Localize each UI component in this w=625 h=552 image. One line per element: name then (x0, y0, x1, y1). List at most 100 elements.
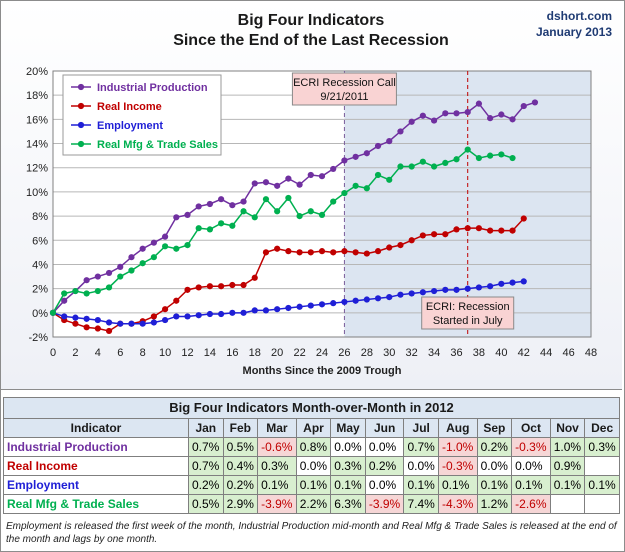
row-label: Real Income (3, 456, 189, 476)
data-point-real-mfg-trade-sales (150, 254, 157, 261)
header-month-feb: Feb (222, 418, 259, 438)
data-point-real-income (475, 225, 483, 232)
x-tick-label: 40 (495, 347, 507, 359)
x-tick-label: 42 (518, 347, 530, 359)
data-point-industrial-production (442, 110, 449, 117)
data-point-employment (464, 285, 471, 292)
data-point-employment (72, 314, 79, 321)
data-point-real-income (487, 227, 494, 234)
data-point-real-mfg-trade-sales (341, 190, 348, 197)
data-point-real-mfg-trade-sales (453, 156, 460, 163)
data-point-industrial-production (285, 175, 292, 182)
header-month-aug: Aug (438, 418, 478, 438)
data-point-real-income (307, 249, 314, 256)
data-point-real-income (363, 250, 370, 257)
table-cell: 0.3% (584, 437, 620, 457)
table-cell: 0.1% (549, 475, 586, 495)
chart-title: Big Four Indicators Since the End of the… (61, 11, 561, 51)
data-point-real-mfg-trade-sales (464, 146, 471, 153)
data-point-industrial-production (453, 110, 460, 117)
y-tick-label: 14% (26, 139, 48, 151)
data-point-real-mfg-trade-sales (49, 309, 57, 316)
table-cell: 0.5% (188, 494, 224, 514)
chart-title-line1: Big Four Indicators (237, 12, 385, 29)
table-cell: 0.1% (511, 475, 551, 495)
legend-box (62, 74, 222, 156)
data-point-real-income (195, 284, 202, 291)
data-point-real-mfg-trade-sales (262, 196, 270, 203)
data-point-industrial-production (274, 182, 281, 189)
x-tick-label: 12 (181, 347, 193, 359)
table-cell: -3.9% (257, 494, 297, 514)
y-tick-label: 12% (26, 163, 48, 175)
x-tick-label: 32 (406, 347, 418, 359)
table-cell: -4.3% (438, 494, 478, 514)
x-tick-label: 10 (159, 347, 171, 359)
table-cell: -0.3% (511, 437, 551, 457)
data-point-real-mfg-trade-sales (218, 220, 225, 227)
data-point-real-mfg-trade-sales (475, 154, 483, 162)
data-point-industrial-production (83, 277, 90, 284)
table-cell: 0.1% (476, 475, 513, 495)
legend-entry: Real Income (97, 101, 162, 113)
data-point-industrial-production (61, 297, 68, 304)
data-point-real-income (330, 249, 337, 256)
table-cell: 0.2% (364, 456, 405, 476)
table-cell: -2.6% (511, 494, 551, 514)
data-point-employment (83, 315, 90, 322)
header-month-jul: Jul (403, 418, 439, 438)
data-point-real-income (251, 274, 258, 281)
header-month-mar: Mar (257, 418, 297, 438)
data-point-employment (274, 306, 281, 313)
x-tick-label: 28 (361, 347, 373, 359)
table-cell: 0.0% (330, 437, 366, 457)
data-point-real-income (498, 227, 505, 234)
data-point-employment (352, 297, 359, 304)
data-point-employment (487, 283, 494, 290)
data-point-employment (374, 295, 382, 302)
x-tick-label: 6 (117, 347, 123, 359)
data-point-industrial-production (397, 128, 404, 135)
data-point-industrial-production (531, 99, 539, 106)
data-point-real-mfg-trade-sales (296, 212, 303, 220)
y-tick-label: 8% (32, 211, 48, 223)
table-cell: 0.8% (295, 437, 332, 457)
marker-label-line1-1: ECRI: Recession (426, 301, 510, 313)
data-point-employment (509, 279, 516, 286)
marker-label-line2-0: 9/21/2011 (320, 91, 368, 103)
data-point-employment (408, 290, 415, 297)
data-point-employment (453, 286, 460, 293)
table-cell: 7.4% (403, 494, 439, 514)
data-point-real-mfg-trade-sales (206, 226, 214, 233)
data-point-real-income (206, 283, 214, 290)
data-point-industrial-production (218, 196, 225, 203)
brand-name: dshort.com (546, 9, 612, 23)
data-point-employment (173, 313, 180, 320)
data-point-real-mfg-trade-sales (408, 163, 415, 170)
table-cell: 0.0% (364, 437, 405, 457)
data-point-real-income (229, 281, 236, 289)
legend-swatch-marker (77, 140, 85, 148)
table-row: Real Income 0.7% 0.4% 0.3% 0.0% 0.3% 0.2% 0.0% -… (3, 456, 620, 476)
table-cell: 0.1% (438, 475, 478, 495)
data-point-industrial-production (408, 118, 415, 125)
y-tick-label: 4% (32, 259, 48, 271)
table-cell: 2.9% (222, 494, 259, 514)
data-point-real-income (341, 248, 348, 255)
data-point-real-income (218, 283, 225, 290)
data-point-real-mfg-trade-sales (72, 287, 79, 295)
chart-panel: Big Four Indicators Since the End of the… (1, 1, 622, 390)
data-point-employment (285, 304, 292, 312)
x-tick-label: 36 (450, 347, 462, 359)
table-header-row: Indicator Jan Feb Mar Apr May Jun Jul Aug Sep Oct… (3, 418, 620, 438)
x-tick-label: 24 (316, 347, 328, 359)
data-point-industrial-production (128, 254, 135, 261)
table-cell: 2.2% (295, 494, 332, 514)
data-point-employment (218, 310, 225, 318)
data-point-real-mfg-trade-sales (352, 182, 359, 189)
data-point-real-mfg-trade-sales (94, 287, 101, 295)
x-tick-label: 26 (338, 347, 350, 359)
legend-entry: Industrial Production (97, 82, 208, 94)
data-point-employment (430, 287, 438, 295)
data-point-real-income (352, 249, 359, 256)
